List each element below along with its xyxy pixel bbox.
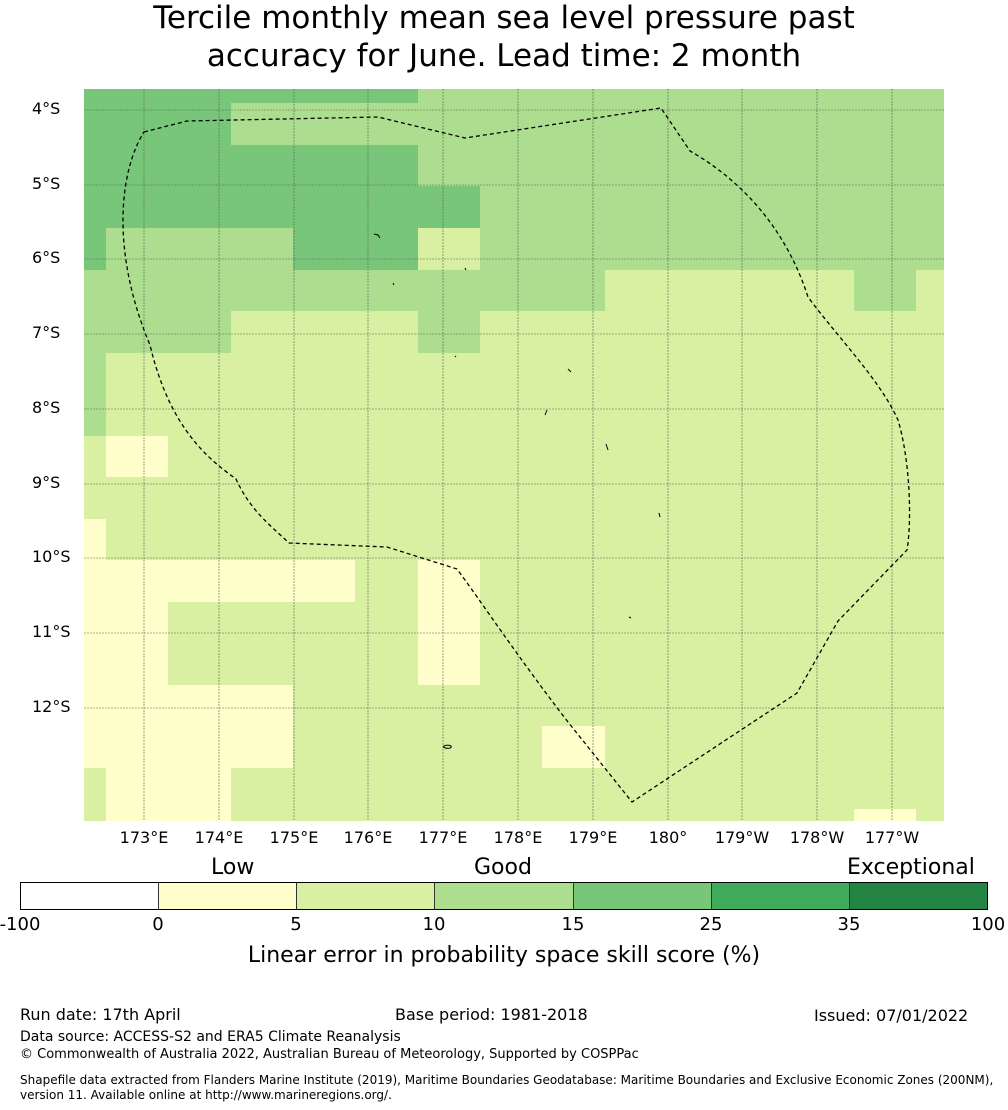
skill-cell (106, 436, 168, 477)
colorbar-tick: 100 (970, 914, 1006, 935)
colorbar-tick: 10 (422, 914, 446, 935)
lon-label: 177°E (418, 828, 468, 847)
island (373, 233, 381, 239)
category-exceptional: Exceptional (847, 855, 975, 880)
island (544, 409, 548, 416)
shapefile-credit-line-1: Shapefile data extracted from Flanders M… (20, 1073, 994, 1087)
lat-label: 10°S (32, 547, 71, 566)
colorbar-segment (573, 883, 712, 909)
skill-cell (418, 89, 944, 186)
lon-label: 179°W (714, 828, 770, 847)
lon-label: 180° (648, 828, 688, 847)
colorbar-segment (849, 883, 987, 909)
skill-cell (84, 145, 418, 186)
skill-cell (84, 186, 480, 228)
island (658, 512, 661, 518)
colorbar-segment (297, 883, 436, 909)
skill-cell (231, 103, 418, 145)
lon-label: 174°E (194, 828, 244, 847)
colorbar-tick: 35 (837, 914, 861, 935)
skill-grid-cells (84, 89, 944, 821)
skill-cell (854, 270, 916, 311)
island-outlines (373, 233, 661, 749)
skill-cell (84, 228, 106, 270)
skill-cell (84, 685, 293, 768)
skill-cell (480, 186, 944, 270)
colorbar-tick: 0 (152, 914, 164, 935)
skill-cell (542, 726, 605, 768)
skill-cell (84, 560, 355, 602)
shapefile-credit-line-2: version 11. Available online at http://w… (20, 1088, 392, 1102)
colorbar-segment (711, 883, 850, 909)
lon-label: 179°E (568, 828, 618, 847)
map-title-line-2: accuracy for June. Lead time: 2 month (206, 38, 802, 74)
skill-cell (418, 311, 480, 353)
data-source: Data source: ACCESS-S2 and ERA5 Climate … (20, 1029, 401, 1045)
colorbar-segment (159, 883, 298, 909)
run-date: Run date: 17th April (20, 1005, 181, 1024)
lon-label: 178°W (789, 828, 845, 847)
skill-cell (106, 768, 231, 809)
lat-label: 8°S (32, 398, 61, 417)
issued-date: Issued: 07/01/2022 (814, 1006, 969, 1025)
colorbar-segment (435, 883, 574, 909)
base-period: Base period: 1981-2018 (395, 1005, 588, 1024)
copyright: © Commonwealth of Australia 2022, Austra… (20, 1047, 639, 1062)
skill-cell (293, 228, 418, 270)
lat-label: 11°S (32, 622, 71, 641)
colorbar-tick: -100 (0, 914, 41, 935)
island (392, 282, 395, 286)
lat-label: 7°S (32, 323, 61, 342)
skill-cell (84, 270, 605, 311)
lat-label: 4°S (32, 99, 61, 118)
lon-label: 176°E (343, 828, 393, 847)
colorbar-label: Linear error in probability space skill … (247, 943, 761, 968)
map-title-line-1: Tercile monthly mean sea level pressure … (153, 0, 855, 36)
colorbar-tick: 25 (699, 914, 723, 935)
skill-map (84, 89, 944, 821)
colorbar (20, 882, 988, 910)
skill-cell (106, 809, 231, 821)
lat-label: 5°S (32, 174, 61, 193)
island (454, 355, 457, 358)
skill-cell (418, 560, 480, 685)
lat-label: 6°S (32, 248, 61, 267)
category-good: Good (474, 855, 532, 880)
island (605, 443, 609, 451)
graticule-lines (84, 89, 944, 821)
skill-cell (106, 228, 293, 270)
island (443, 744, 452, 749)
eez-boundary (122, 107, 911, 803)
skill-cell (84, 311, 231, 353)
lon-label: 178°E (493, 828, 543, 847)
lon-label: 173°E (119, 828, 169, 847)
lat-label: 9°S (32, 473, 61, 492)
colorbar-segment (21, 883, 160, 909)
island (567, 368, 572, 373)
skill-cell (854, 809, 916, 821)
island (628, 616, 632, 619)
category-low: Low (211, 855, 255, 880)
colorbar-tick: 15 (561, 914, 585, 935)
skill-cell (84, 519, 106, 560)
lat-label: 12°S (32, 697, 71, 716)
island (464, 267, 467, 271)
lon-label: 177°W (864, 828, 920, 847)
colorbar-tick: 5 (290, 914, 302, 935)
lon-label: 175°E (269, 828, 319, 847)
skill-cell (84, 353, 106, 436)
skill-cell (84, 602, 168, 685)
